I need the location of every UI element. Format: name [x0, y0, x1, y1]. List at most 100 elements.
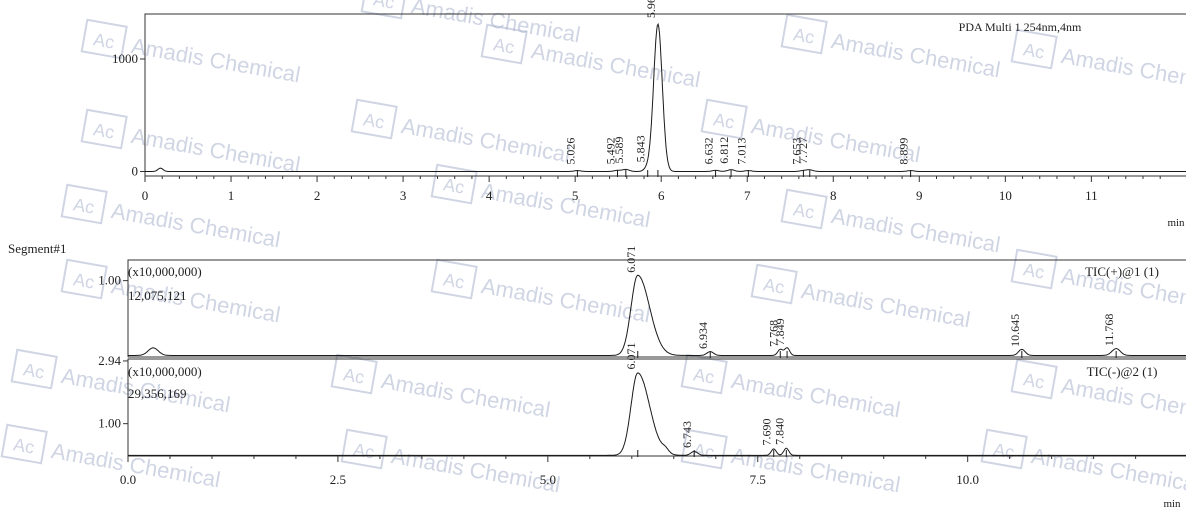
tic-pos-peak-label: 7.768 — [766, 320, 780, 347]
watermark-logo-box — [1010, 358, 1058, 400]
watermark-logo-box — [780, 188, 828, 230]
watermark-logo-text: Ac — [992, 439, 1016, 462]
watermark-mark: Ac Amadis Chemical — [980, 428, 1186, 497]
watermark-logo-box — [430, 258, 478, 300]
pda-x-tick-label: 6 — [658, 188, 665, 203]
watermark-mark: Ac Amadis Chemical — [350, 98, 572, 167]
pda-peak-label: 8.899 — [897, 138, 911, 165]
tic-positive-scale-label: (x10,000,000) — [128, 264, 202, 279]
watermark-mark: Ac Amadis Chemical — [10, 348, 232, 417]
watermark-logo-box — [350, 98, 398, 140]
watermark-mark: Ac Amadis Chemical — [430, 258, 652, 327]
watermark-mark: Ac Amadis Chemical — [1010, 28, 1186, 97]
watermark-logo-text: Ac — [492, 34, 516, 57]
watermark-text: Amadis Chemical — [529, 38, 702, 92]
tic-negative-x-axis-label: min — [1163, 498, 1181, 509]
pda-x-axis-label: min — [1167, 217, 1185, 229]
pda-peak-label: 7.653 — [789, 138, 803, 165]
pda-y-tick-label: 1000 — [112, 51, 138, 66]
watermark-logo-text: Ac — [342, 364, 366, 387]
watermark-logo-text: Ac — [792, 24, 816, 47]
pda-x-tick-label: 7 — [744, 188, 751, 203]
watermark-logo-text: Ac — [442, 174, 466, 197]
watermark-logo-text: Ac — [1022, 259, 1046, 282]
watermark-mark: Ac Amadis Chemical — [680, 428, 902, 497]
tic-pos-peak-label: 11.768 — [1102, 314, 1116, 347]
pda-peak-label: 5.589 — [612, 136, 626, 163]
tic-neg-peak-label: 7.690 — [760, 419, 774, 446]
watermark-text: Amadis Chemical — [1029, 443, 1186, 497]
watermark-layer: Ac Amadis Chemical Ac Amadis Chemical Ac Amad… — [0, 0, 1186, 497]
watermark-logo-box — [780, 13, 828, 55]
pda-x-tick-label: 5 — [572, 188, 579, 203]
tic-negative-max-label: 29,356,169 — [128, 386, 187, 401]
watermark-logo-box — [680, 353, 728, 395]
watermark-logo-text: Ac — [692, 439, 716, 462]
pda-chromatogram-panel: PDA Multi 1 254nm,4nm min — [959, 20, 1185, 229]
tic-pos-peak-label: 7.849 — [773, 318, 787, 345]
pda-trace-line — [145, 22, 1186, 172]
watermark-mark: Ac Amadis Chemical — [430, 163, 652, 232]
tic-pos-trace-line — [128, 274, 1186, 356]
watermark-logo-box — [700, 98, 748, 140]
watermark-text: Amadis Chemical — [479, 273, 652, 327]
pda-x-tick-label: 3 — [400, 188, 407, 203]
watermark-logo-text: Ac — [792, 199, 816, 222]
watermark-mark: Ac Amadis Chemical — [0, 423, 222, 492]
tic-neg-y-tick-label: 2.94 — [98, 353, 121, 368]
tic-pos-peak-label: 6.071 — [624, 246, 638, 273]
watermark-logo-box — [430, 163, 478, 205]
watermark-text: Amadis Chemical — [399, 113, 572, 167]
pda-trace-label: PDA Multi 1 254nm,4nm — [959, 20, 1082, 34]
watermark-logo-text: Ac — [372, 0, 396, 13]
pda-peak-label: 5.026 — [563, 138, 577, 165]
watermark-mark: Ac Amadis Chemical — [330, 353, 552, 422]
segment-label: Segment#1 — [8, 241, 67, 256]
tic-neg-peak-label: 7.840 — [772, 418, 786, 445]
tic-pos-peak-label: 6.934 — [696, 322, 710, 349]
tic-positive-panel: Segment#1 (x10,000,000) 12,075,121 TIC(+… — [8, 241, 1159, 303]
tic-negative-panel: (x10,000,000) 29,356,169 TIC(-)@2 (1) mi… — [128, 364, 1181, 510]
watermark-text: Amadis Chemical — [829, 28, 1002, 82]
watermark-logo-text: Ac — [712, 109, 736, 132]
watermark-logo-box — [1010, 248, 1058, 290]
watermark-logo-box — [80, 108, 128, 150]
watermark-logo-box — [60, 183, 108, 225]
tic-negative-trace-label: TIC(-)@2 (1) — [1087, 364, 1158, 379]
tic-neg-x-tick-label: 10.0 — [956, 472, 979, 487]
pda-x-tick-label: 0 — [142, 188, 149, 203]
tic-neg-marks: 0.0 2.5 5.0 7.5 10.0 2.94 1.00 6.071 6.743 7.6907… — [98, 343, 1186, 487]
pda-x-tick-label: 2 — [314, 188, 321, 203]
watermark-mark: Ac Amadis Chemical — [60, 183, 282, 252]
watermark-logo-text: Ac — [442, 269, 466, 292]
tic-neg-x-tick-label: 5.0 — [540, 472, 556, 487]
watermark-logo-box — [0, 423, 48, 465]
tic-negative-scale-label: (x10,000,000) — [128, 364, 202, 379]
watermark-text: Amadis Chemical — [379, 368, 552, 422]
pda-x-tick-label: 10 — [999, 188, 1012, 203]
watermark-logo-box — [10, 348, 58, 390]
tic-positive-trace-label: TIC(+)@1 (1) — [1085, 264, 1159, 279]
watermark-text: Amadis Chemical — [729, 368, 902, 422]
watermark-logo-box — [1010, 28, 1058, 70]
watermark-logo-text: Ac — [1022, 39, 1046, 62]
tic-neg-x-tick-label: 2.5 — [330, 472, 346, 487]
watermark-mark: Ac Amadis Chemical — [780, 188, 1002, 257]
pda-x-tick-label: 4 — [486, 188, 493, 203]
pda-peak-label: 6.812 — [717, 137, 731, 164]
watermark-text: Amadis Chemical — [829, 203, 1002, 257]
watermark-logo-text: Ac — [92, 119, 116, 142]
watermark-logo-box — [750, 263, 798, 305]
watermark-logo-box — [680, 428, 728, 470]
watermark-text: Amadis Chemical — [799, 278, 972, 332]
pda-peak-label: 7.013 — [734, 138, 748, 165]
tic-neg-peak-label: 6.071 — [624, 343, 638, 370]
pda-peak-label: 5.962 — [644, 0, 658, 18]
pda-peak-label: 5.492 — [603, 137, 617, 164]
pda-y-tick-label: 0 — [132, 164, 139, 179]
watermark-text: Amadis Chemical — [389, 443, 562, 497]
